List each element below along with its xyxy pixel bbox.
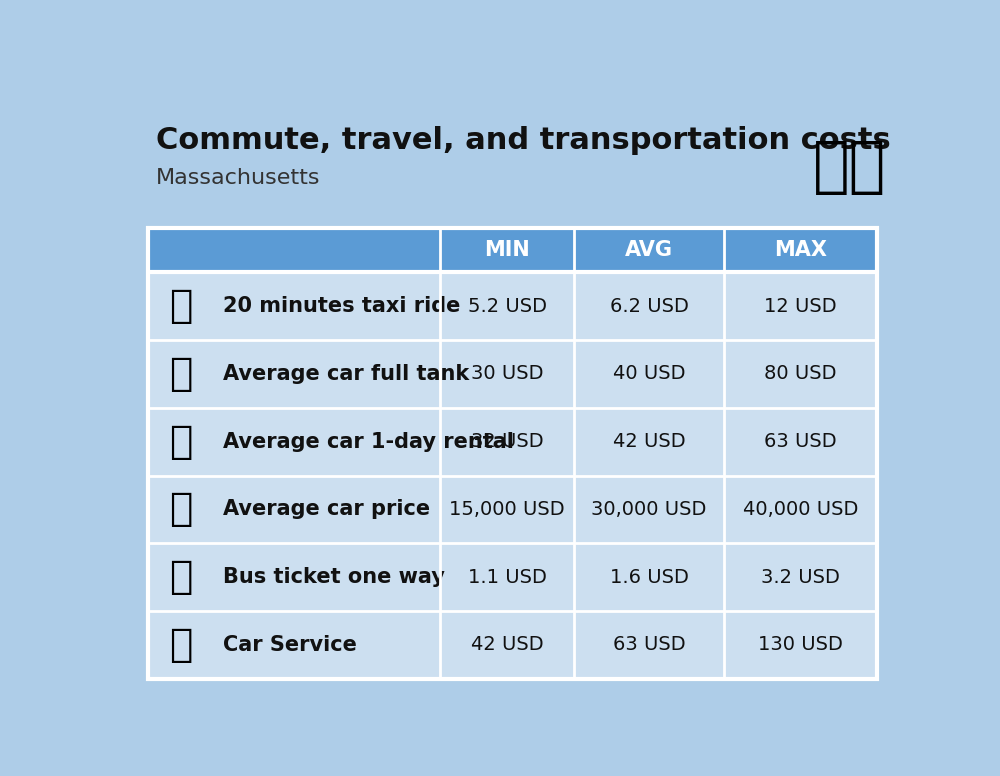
Text: Massachusetts: Massachusetts (156, 168, 320, 188)
Text: 42 USD: 42 USD (613, 432, 685, 451)
Text: 40 USD: 40 USD (613, 365, 685, 383)
Text: 🚘: 🚘 (169, 625, 193, 663)
Text: 🚕: 🚕 (169, 287, 193, 325)
FancyBboxPatch shape (148, 611, 877, 679)
Text: 5.2 USD: 5.2 USD (468, 296, 547, 316)
Text: 3.2 USD: 3.2 USD (761, 567, 840, 587)
Text: Average car price: Average car price (223, 500, 430, 519)
Text: Commute, travel, and transportation costs: Commute, travel, and transportation cost… (156, 126, 891, 155)
Text: 🚙: 🚙 (169, 423, 193, 461)
Text: 63 USD: 63 USD (764, 432, 837, 451)
Text: 20 minutes taxi ride: 20 minutes taxi ride (223, 296, 460, 317)
Text: 30,000 USD: 30,000 USD (591, 500, 707, 519)
Text: AVG: AVG (625, 240, 673, 260)
Text: Car Service: Car Service (223, 635, 357, 655)
FancyBboxPatch shape (148, 272, 877, 340)
FancyBboxPatch shape (148, 543, 877, 611)
Text: Average car full tank: Average car full tank (223, 364, 469, 384)
FancyBboxPatch shape (148, 408, 877, 476)
Text: 40,000 USD: 40,000 USD (743, 500, 858, 519)
Text: 32 USD: 32 USD (471, 432, 543, 451)
Text: 63 USD: 63 USD (613, 636, 685, 654)
Text: Bus ticket one way: Bus ticket one way (223, 567, 445, 587)
Text: 12 USD: 12 USD (764, 296, 837, 316)
Text: 🇺🇸: 🇺🇸 (813, 138, 886, 197)
Text: 42 USD: 42 USD (471, 636, 543, 654)
Text: 🚗: 🚗 (169, 490, 193, 528)
Text: 30 USD: 30 USD (471, 365, 543, 383)
Text: 130 USD: 130 USD (758, 636, 843, 654)
Text: 6.2 USD: 6.2 USD (610, 296, 689, 316)
FancyBboxPatch shape (148, 476, 877, 543)
Text: Average car 1-day rental: Average car 1-day rental (223, 431, 514, 452)
Text: 1.1 USD: 1.1 USD (468, 567, 546, 587)
Text: 15,000 USD: 15,000 USD (449, 500, 565, 519)
Text: MIN: MIN (484, 240, 530, 260)
Text: MAX: MAX (774, 240, 827, 260)
Text: ⛽: ⛽ (169, 355, 193, 393)
Text: 1.6 USD: 1.6 USD (610, 567, 689, 587)
Text: 80 USD: 80 USD (764, 365, 837, 383)
FancyBboxPatch shape (148, 227, 877, 272)
FancyBboxPatch shape (148, 340, 877, 408)
Text: 🚌: 🚌 (169, 558, 193, 596)
